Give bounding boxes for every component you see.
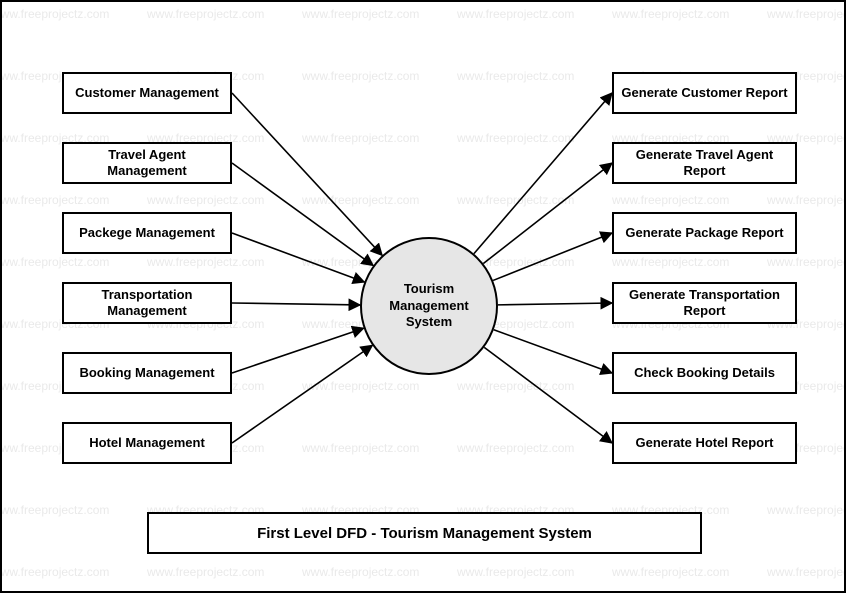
box-label: Generate Customer Report	[621, 85, 787, 101]
left-box-hotel: Hotel Management	[62, 422, 232, 464]
left-box-travel-agent: Travel Agent Management	[62, 142, 232, 184]
diagram-title-box: First Level DFD - Tourism Management Sys…	[147, 512, 702, 554]
box-label: Hotel Management	[89, 435, 205, 451]
box-label: Packege Management	[79, 225, 215, 241]
center-label: Tourism Management System	[370, 281, 488, 332]
diagram-canvas: www.freeprojectz.comwww.freeprojectz.com…	[0, 0, 846, 593]
diagram-title: First Level DFD - Tourism Management Sys…	[257, 525, 592, 542]
box-label: Generate Hotel Report	[636, 435, 774, 451]
box-label: Generate Package Report	[625, 225, 783, 241]
right-box-travel-agent-report: Generate Travel Agent Report	[612, 142, 797, 184]
left-box-customer: Customer Management	[62, 72, 232, 114]
box-label: Generate Transportation Report	[620, 287, 789, 320]
left-box-transportation: Transportation Management	[62, 282, 232, 324]
box-label: Transportation Management	[70, 287, 224, 320]
left-box-booking: Booking Management	[62, 352, 232, 394]
right-box-hotel-report: Generate Hotel Report	[612, 422, 797, 464]
box-label: Generate Travel Agent Report	[620, 147, 789, 180]
box-label: Check Booking Details	[634, 365, 775, 381]
right-box-booking-details: Check Booking Details	[612, 352, 797, 394]
right-box-transportation-report: Generate Transportation Report	[612, 282, 797, 324]
center-process: Tourism Management System	[360, 237, 498, 375]
left-box-package: Packege Management	[62, 212, 232, 254]
right-box-package-report: Generate Package Report	[612, 212, 797, 254]
box-label: Customer Management	[75, 85, 219, 101]
box-label: Travel Agent Management	[70, 147, 224, 180]
right-box-customer-report: Generate Customer Report	[612, 72, 797, 114]
box-label: Booking Management	[79, 365, 214, 381]
